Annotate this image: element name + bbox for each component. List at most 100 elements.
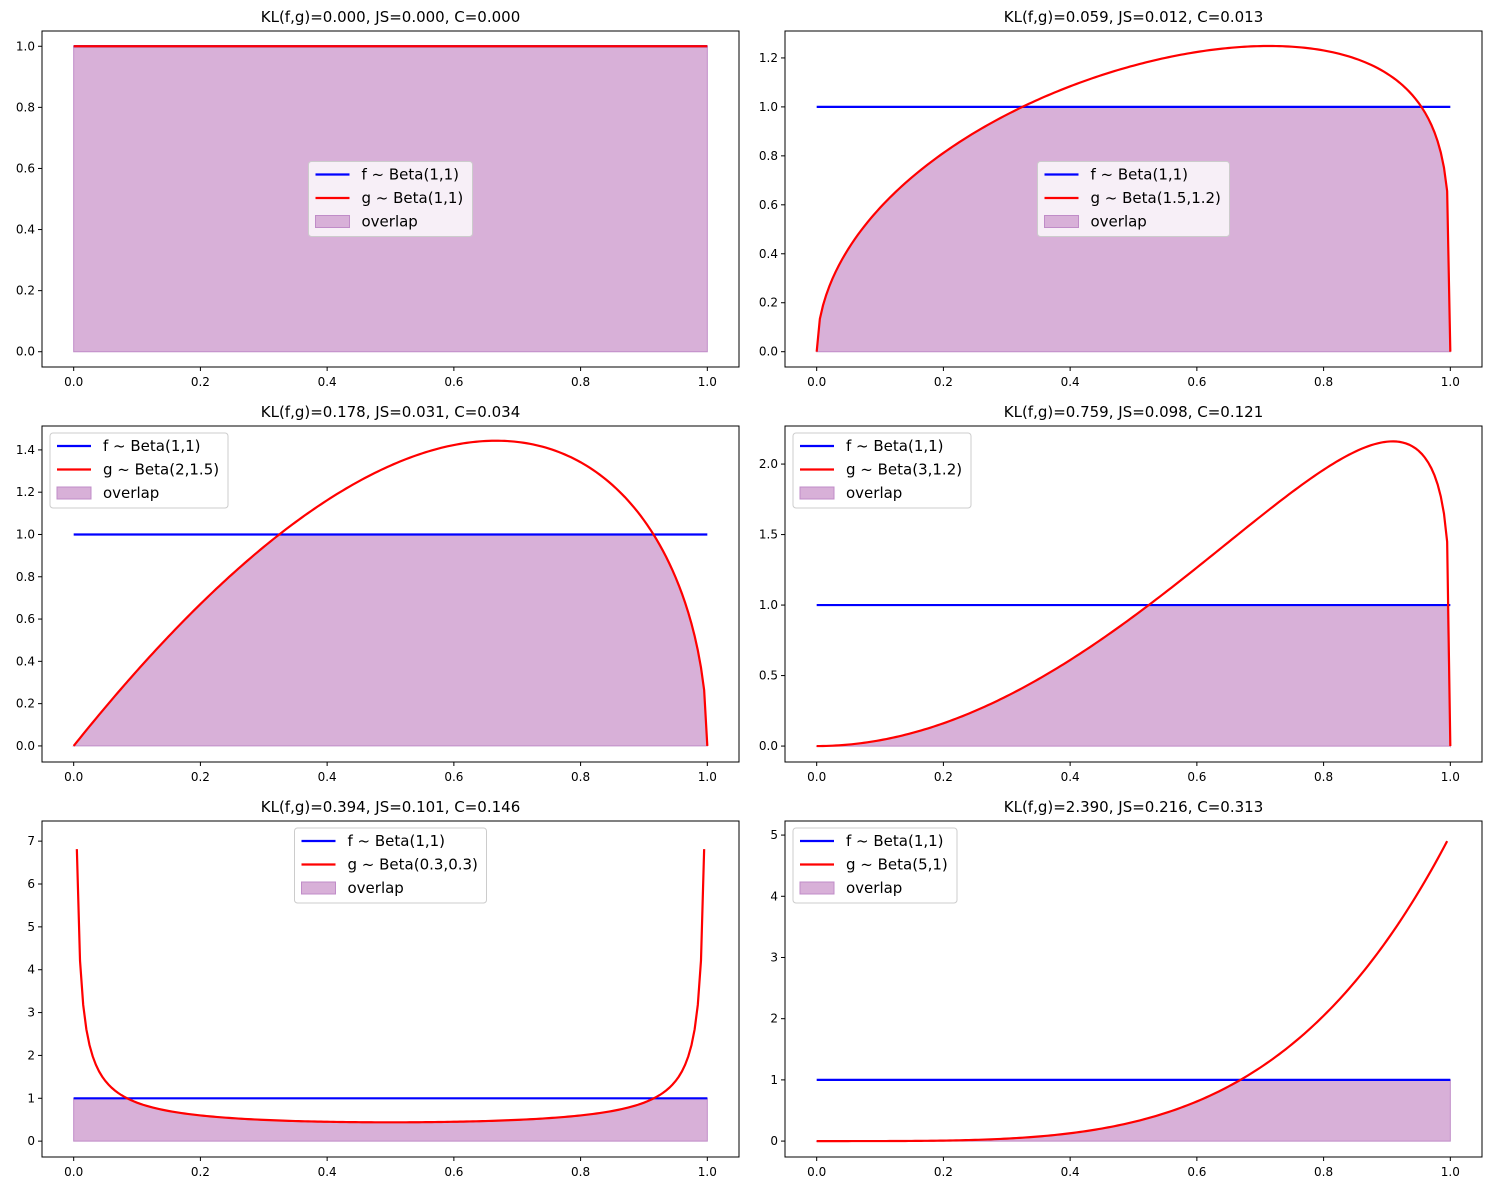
x-tick-label: 0.4	[1061, 375, 1080, 389]
axes-frame	[41, 425, 740, 763]
legend-box	[49, 432, 229, 509]
legend-overlap-handle	[56, 486, 92, 500]
y-tick-label: 0.6	[759, 198, 778, 212]
g-line	[75, 849, 706, 1124]
x-tick-label: 0.0	[807, 770, 826, 784]
axes-frame	[784, 30, 1483, 368]
x-tick-label: 0.8	[1314, 375, 1333, 389]
y-tick-label: 0	[27, 1134, 35, 1148]
x-tick-label: 1.0	[698, 770, 717, 784]
y-tick-label: 0.8	[16, 100, 35, 114]
x-tick-label: 0.2	[934, 770, 953, 784]
axes-frame	[41, 30, 740, 368]
legend-label: f ~ Beta(1,1)	[348, 832, 446, 850]
x-tick-label: 0.0	[807, 375, 826, 389]
axes-frame	[784, 820, 1483, 1158]
legend-box	[792, 432, 972, 509]
x-tick-label: 1.0	[698, 375, 717, 389]
overlap-area	[72, 533, 708, 747]
legend-label: g ~ Beta(1,1)	[362, 189, 464, 207]
legend-overlap-handle	[315, 215, 350, 228]
subplot-title: KL(f,g)=0.059, JS=0.012, C=0.013	[1004, 8, 1264, 26]
legend-label: g ~ Beta(2,1.5)	[103, 461, 219, 479]
y-tick-label: 0.5	[759, 669, 778, 683]
overlap-area	[816, 1079, 1451, 1142]
y-tick-label: 0.0	[16, 345, 35, 359]
y-tick-label: 0.4	[16, 654, 35, 668]
legend: f ~ Beta(1,1) g ~ Beta(3,1.2) overlap	[792, 432, 972, 509]
legend: f ~ Beta(1,1) g ~ Beta(5,1) overlap	[792, 827, 958, 904]
overlap-area	[73, 1097, 708, 1142]
x-tick-label: 0.2	[191, 375, 210, 389]
subplot-title: KL(f,g)=0.394, JS=0.101, C=0.146	[261, 798, 521, 816]
legend-overlap-handle	[301, 881, 336, 895]
legend-label: f ~ Beta(1,1)	[1091, 166, 1189, 184]
legend-label: g ~ Beta(3,1.2)	[846, 461, 962, 479]
x-tick-label: 0.0	[64, 770, 83, 784]
g-line	[72, 439, 709, 747]
legend-label: overlap	[103, 484, 159, 502]
y-tick-label: 0.0	[759, 345, 778, 359]
x-tick-label: 0.8	[571, 375, 590, 389]
x-tick-label: 0.2	[934, 375, 953, 389]
subplot-1: KL(f,g)=0.000, JS=0.000, C=0.000 0.0 0.2 0.…	[16, 8, 740, 389]
legend-label: g ~ Beta(0.3,0.3)	[348, 856, 478, 874]
y-tick-label: 2.0	[759, 457, 778, 471]
y-tick-label: 2	[27, 1048, 35, 1062]
x-tick-label: 0.6	[1187, 770, 1206, 784]
y-tick-label: 3	[770, 950, 778, 964]
y-tick-label: 0.4	[759, 247, 778, 261]
x-tick-label: 0.6	[444, 375, 463, 389]
y-tick-label: 0.2	[759, 296, 778, 310]
y-tick-label: 0.2	[16, 697, 35, 711]
legend-label: overlap	[362, 213, 418, 231]
x-tick-label: 0.2	[191, 1165, 210, 1179]
y-tick-label: 3	[27, 1006, 35, 1020]
y-tick-label: 1.4	[16, 443, 35, 457]
legend: f ~ Beta(1,1) g ~ Beta(2,1.5) overlap	[49, 432, 229, 509]
legend-label: f ~ Beta(1,1)	[103, 437, 201, 455]
x-tick-label: 1.0	[1441, 375, 1460, 389]
y-tick-label: 1.2	[759, 51, 778, 65]
subplot-2: KL(f,g)=0.059, JS=0.012, C=0.013 0.0 0.2 0.…	[759, 8, 1483, 389]
x-tick-label: 0.4	[318, 770, 337, 784]
x-tick-label: 0.2	[934, 1165, 953, 1179]
axes-frame	[784, 425, 1483, 763]
legend: f ~ Beta(1,1) g ~ Beta(1,1) overlap	[308, 161, 473, 237]
legend-label: f ~ Beta(1,1)	[846, 437, 944, 455]
x-tick-label: 0.8	[571, 770, 590, 784]
x-tick-label: 0.2	[191, 770, 210, 784]
legend-label: overlap	[348, 879, 404, 897]
x-tick-label: 1.0	[1441, 770, 1460, 784]
legend-label: overlap	[1091, 213, 1147, 231]
x-tick-label: 0.6	[1187, 1165, 1206, 1179]
legend-overlap-handle	[1044, 215, 1079, 228]
y-tick-label: 1.0	[759, 598, 778, 612]
legend: f ~ Beta(1,1) g ~ Beta(0.3,0.3) overlap	[294, 827, 487, 904]
legend-label: overlap	[846, 484, 902, 502]
legend-label: overlap	[846, 879, 902, 897]
y-tick-label: 6	[27, 877, 35, 891]
x-tick-label: 0.8	[571, 1165, 590, 1179]
legend: f ~ Beta(1,1) g ~ Beta(1.5,1.2) overlap	[1037, 161, 1230, 237]
x-tick-label: 0.0	[807, 1165, 826, 1179]
y-tick-label: 0.4	[16, 223, 35, 237]
y-tick-label: 1	[27, 1091, 35, 1105]
y-tick-label: 1.0	[759, 100, 778, 114]
x-tick-label: 0.6	[444, 1165, 463, 1179]
x-tick-label: 0.8	[1314, 1165, 1333, 1179]
legend-overlap-handle	[799, 486, 835, 500]
subplot-title: KL(f,g)=0.759, JS=0.098, C=0.121	[1004, 403, 1264, 421]
y-tick-label: 1.0	[16, 39, 35, 53]
y-tick-label: 5	[770, 828, 778, 842]
x-tick-label: 1.0	[698, 1165, 717, 1179]
y-tick-label: 0.0	[16, 739, 35, 753]
legend-box	[1037, 161, 1230, 237]
legend-box	[294, 827, 487, 904]
subplot-3: KL(f,g)=0.178, JS=0.031, C=0.034 0.0 0.2 0.…	[16, 403, 740, 784]
legend-label: g ~ Beta(1.5,1.2)	[1091, 189, 1221, 207]
x-tick-label: 0.0	[64, 375, 83, 389]
y-tick-label: 1.0	[16, 527, 35, 541]
x-tick-label: 0.8	[1314, 770, 1333, 784]
